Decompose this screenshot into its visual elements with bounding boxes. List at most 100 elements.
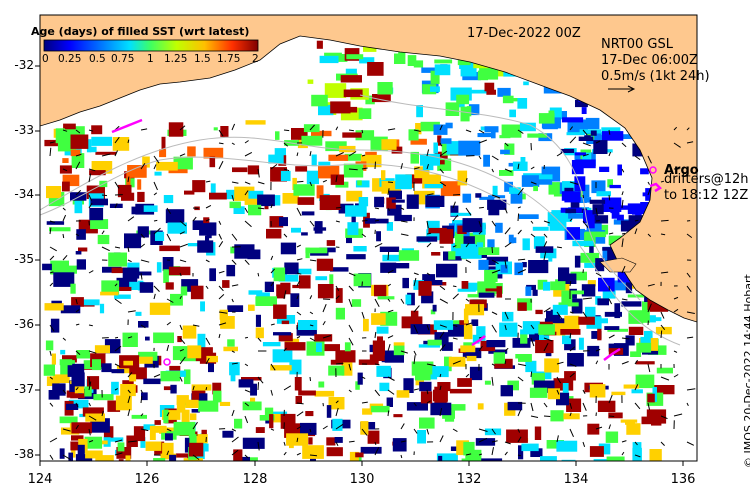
sst-patch xyxy=(392,263,410,269)
current-arrow xyxy=(491,168,494,173)
current-arrow xyxy=(634,384,639,391)
sst-patch xyxy=(433,389,448,402)
sst-patch xyxy=(184,190,195,195)
current-arrow xyxy=(647,402,650,410)
sst-patch xyxy=(426,229,442,241)
current-arrow xyxy=(517,213,520,222)
sst-patch xyxy=(640,336,651,347)
sst-patch xyxy=(497,87,511,97)
current-arrow xyxy=(504,360,507,365)
current-arrow xyxy=(244,363,249,367)
current-arrow xyxy=(465,129,472,133)
current-arrow xyxy=(244,181,251,185)
sst-patch xyxy=(377,82,393,95)
current-arrow xyxy=(465,207,472,216)
current-arrow xyxy=(569,363,577,367)
current-arrow xyxy=(166,428,172,432)
sst-patch xyxy=(480,254,487,258)
sst-patch xyxy=(168,266,191,276)
current-arrow xyxy=(283,441,286,446)
current-arrow xyxy=(465,177,468,183)
sst-patch xyxy=(165,433,173,441)
current-arrow xyxy=(517,376,524,382)
sst-patch xyxy=(369,218,389,224)
current-arrow xyxy=(114,336,119,339)
current-arrow xyxy=(153,227,161,235)
current-arrow xyxy=(257,168,260,178)
sst-patch xyxy=(78,247,88,252)
sst-patch xyxy=(589,384,606,398)
sst-patch xyxy=(219,401,231,406)
sst-patch xyxy=(563,413,580,420)
current-arrow xyxy=(88,168,96,172)
current-arrow xyxy=(140,259,150,263)
sst-patch xyxy=(395,174,412,190)
sst-patch xyxy=(115,395,132,411)
sst-patch xyxy=(347,222,359,236)
sst-patch xyxy=(245,120,266,125)
sst-patch xyxy=(387,204,402,216)
sst-patch xyxy=(62,158,69,163)
sst-patch xyxy=(611,391,626,396)
sst-patch xyxy=(437,382,451,392)
sst-patch xyxy=(403,378,414,393)
current-arrow xyxy=(569,218,573,222)
current-arrow xyxy=(140,395,143,404)
current-arrow xyxy=(686,285,692,292)
sst-patch xyxy=(62,181,70,192)
sst-patch xyxy=(430,70,440,84)
current-arrow xyxy=(621,265,626,274)
current-arrow xyxy=(491,376,494,386)
current-arrow xyxy=(309,259,317,262)
current-arrow xyxy=(543,241,548,248)
current-arrow xyxy=(439,142,443,147)
sst-patch xyxy=(71,372,85,387)
sst-patch xyxy=(606,456,625,461)
current-arrow xyxy=(166,298,174,303)
current-arrow xyxy=(62,129,68,132)
current-arrow xyxy=(244,389,251,393)
sst-patch xyxy=(522,321,540,334)
current-arrow xyxy=(75,153,82,157)
sst-patch xyxy=(449,388,472,394)
current-arrow xyxy=(491,428,496,435)
current-arrow xyxy=(387,298,391,302)
current-arrow xyxy=(660,219,669,222)
sst-patch xyxy=(471,319,479,326)
current-arrow xyxy=(361,401,368,404)
colorbar-tick: 1 xyxy=(147,53,154,65)
current-arrow xyxy=(322,425,328,430)
current-arrow xyxy=(244,336,249,339)
current-arrow xyxy=(49,376,54,380)
current-arrow xyxy=(660,180,665,183)
sst-patch xyxy=(434,151,448,163)
current-arrow xyxy=(296,311,302,316)
current-arrow xyxy=(387,181,394,183)
sst-patch xyxy=(488,349,508,354)
current-arrow xyxy=(140,324,146,329)
sst-patch xyxy=(484,380,491,385)
current-arrow xyxy=(153,181,158,191)
sst-patch xyxy=(458,236,475,245)
sst-patch xyxy=(560,329,581,335)
current-arrow xyxy=(179,272,182,277)
current-arrow xyxy=(452,324,458,327)
sst-patch xyxy=(272,349,293,363)
sst-patch xyxy=(335,307,345,320)
sst-patch xyxy=(44,303,64,311)
sst-patch xyxy=(295,166,308,172)
sst-patch xyxy=(229,362,240,376)
sst-patch xyxy=(561,459,576,461)
current-arrow xyxy=(335,441,339,447)
sst-patch xyxy=(450,446,458,451)
sst-patch xyxy=(486,256,509,266)
sst-patch xyxy=(241,377,262,381)
sst-patch xyxy=(422,84,437,95)
current-arrow xyxy=(127,336,133,339)
current-arrow xyxy=(556,376,562,384)
current-arrow xyxy=(283,290,287,300)
sst-patch xyxy=(59,359,73,366)
sst-patch xyxy=(475,438,496,446)
sst-patch xyxy=(44,139,63,147)
sst-patch xyxy=(89,146,97,153)
